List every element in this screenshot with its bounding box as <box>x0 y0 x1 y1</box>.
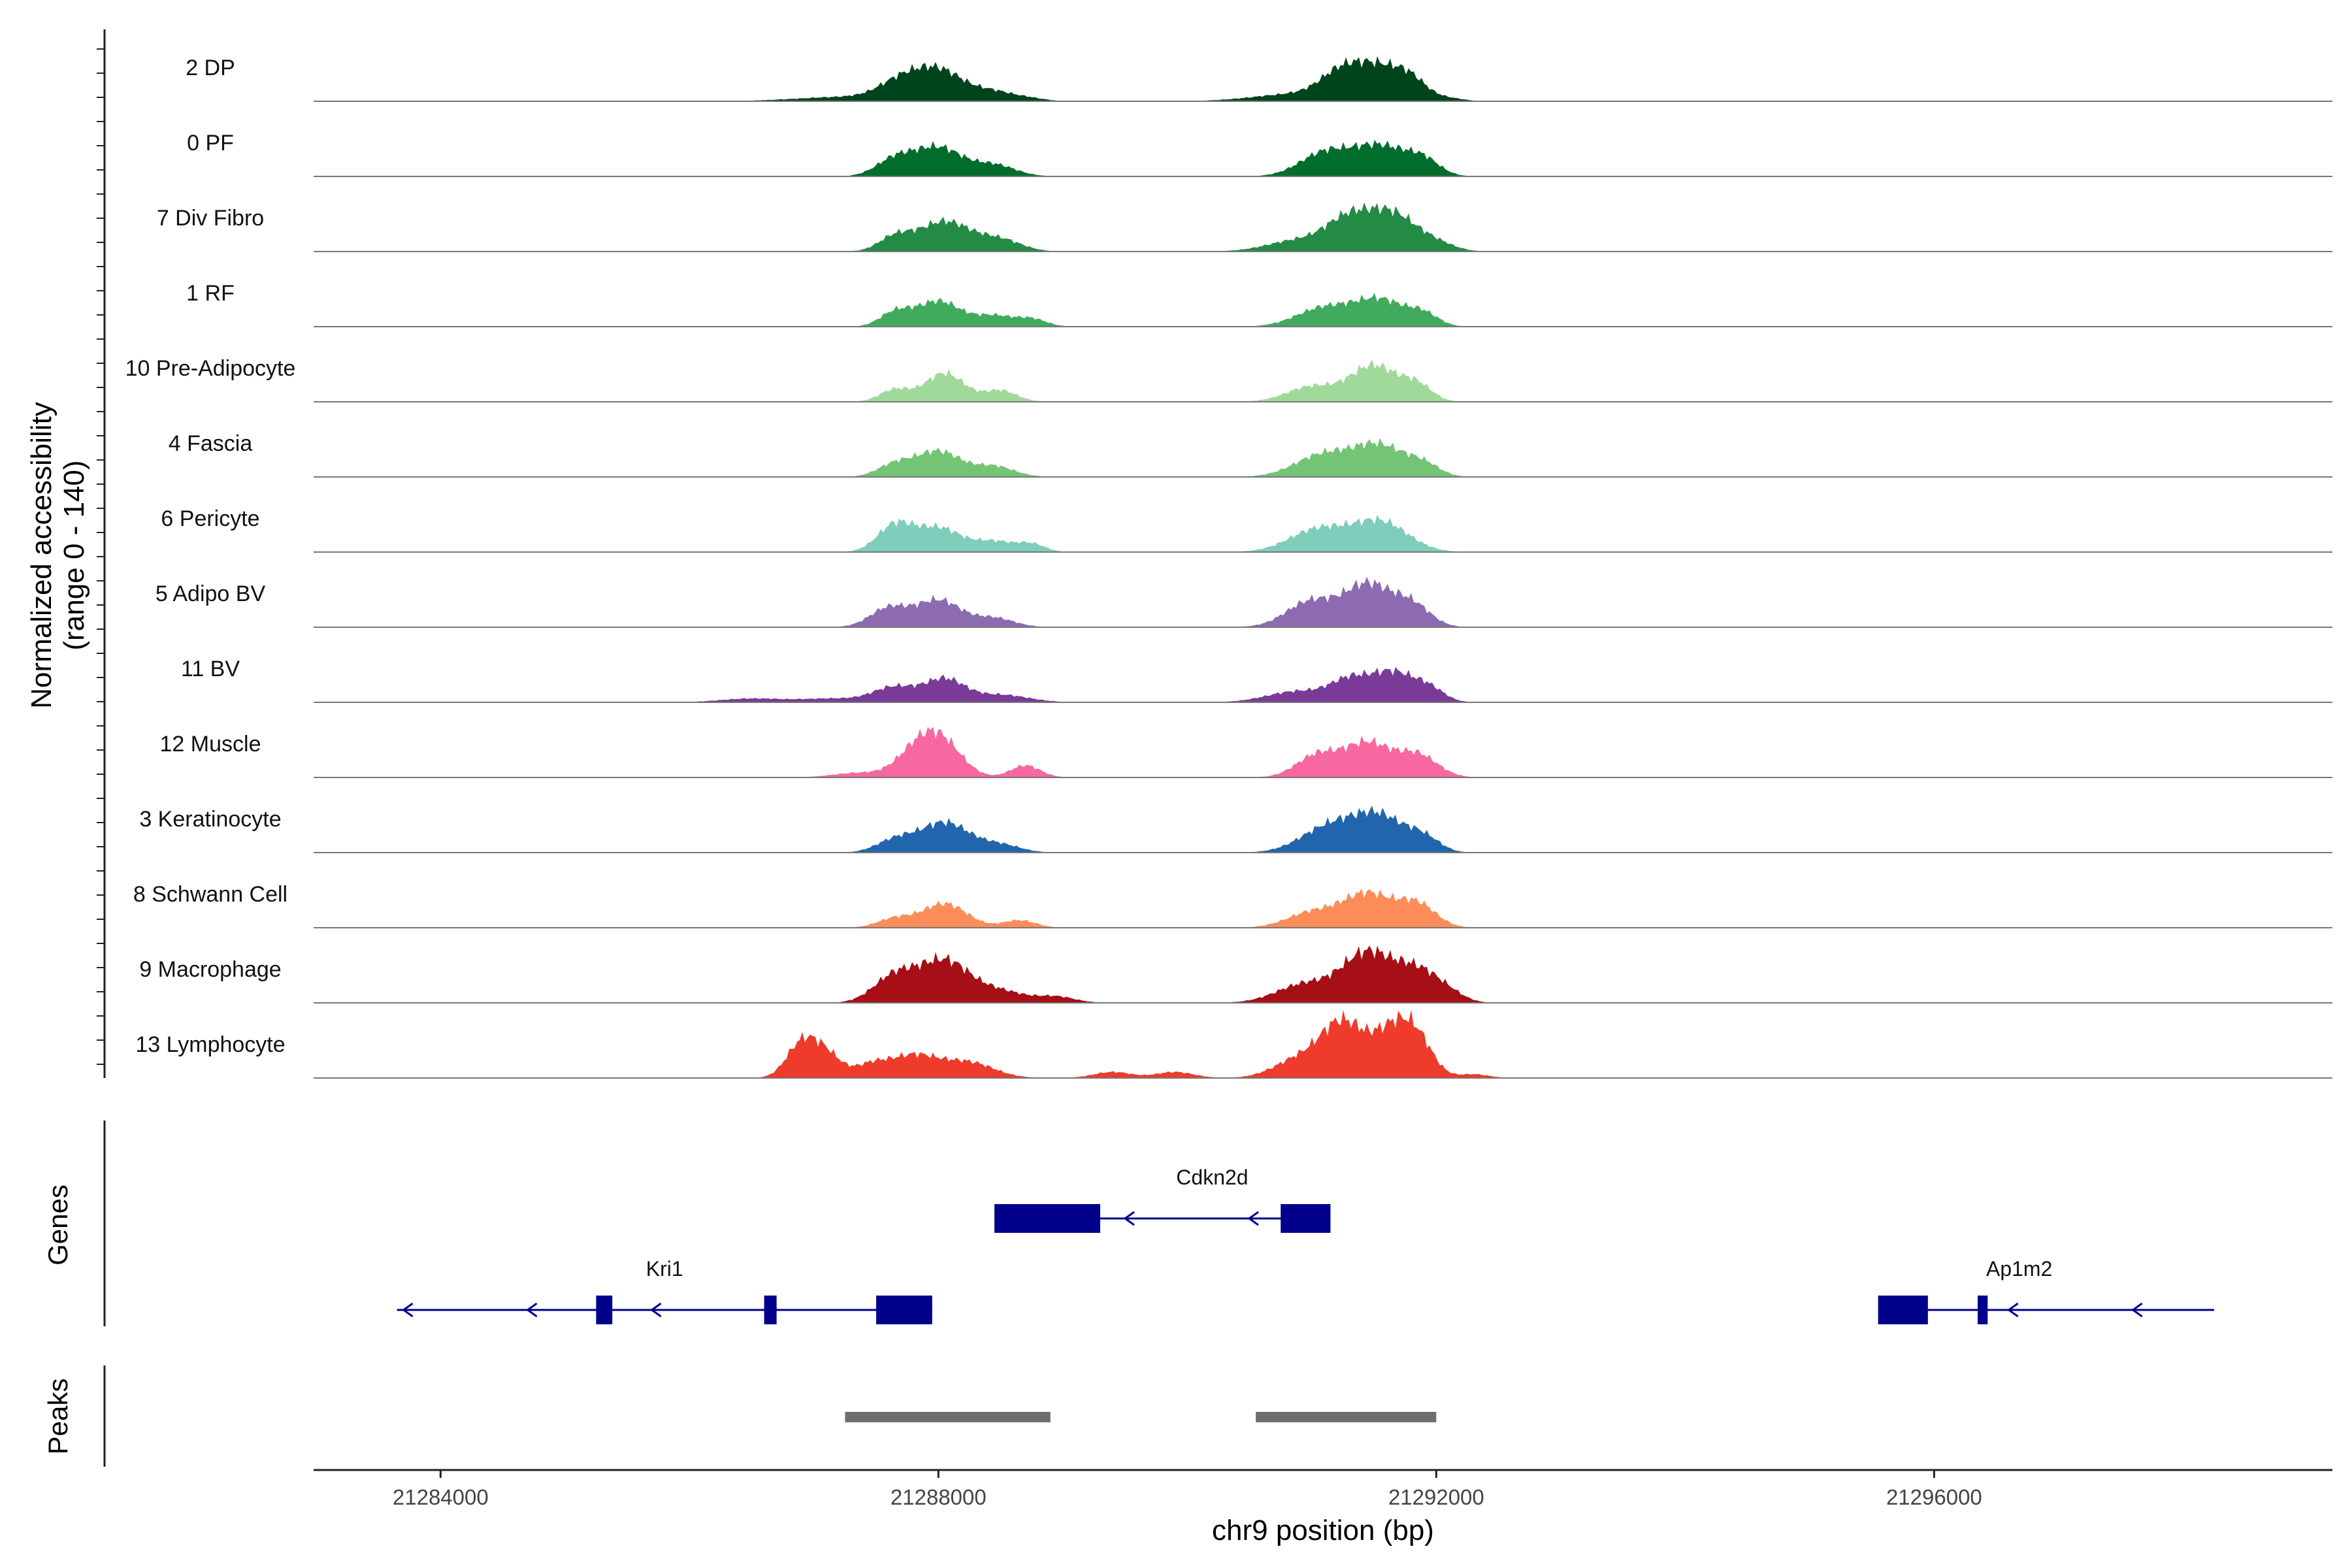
track-label: 12 Muscle <box>160 732 261 757</box>
coverage-track: 0 PF <box>187 131 2332 177</box>
coverage-track: 13 Lymphocyte <box>135 1009 2332 1079</box>
coverage-track: 9 Macrophage <box>139 945 2332 1004</box>
coverage-area <box>314 727 2332 777</box>
coverage-area <box>314 945 2332 1003</box>
y-axis-ticks <box>97 48 105 1065</box>
coverage-area <box>314 293 2332 327</box>
coverage-track: 7 Div Fibro <box>157 202 2332 252</box>
track-label: 5 Adipo BV <box>155 581 266 606</box>
coverage-track: 5 Adipo BV <box>155 576 2332 628</box>
x-tick-label: 21296000 <box>1886 1485 1982 1509</box>
coverage-track: 3 Keratinocyte <box>139 806 2332 853</box>
x-axis-title: chr9 position (bp) <box>1212 1514 1434 1546</box>
x-axis: 21284000 21288000 21292000 21296000 chr9 po… <box>314 1469 2332 1546</box>
coverage-area <box>314 576 2332 627</box>
track-label: 3 Keratinocyte <box>139 807 281 832</box>
y-axis-title-line1: Normalized accessibility <box>25 402 57 708</box>
coverage-area <box>314 1009 2332 1078</box>
strand-arrow <box>2007 1302 2019 1318</box>
gene-exon <box>764 1296 777 1324</box>
track-label: 8 Schwann Cell <box>133 882 287 907</box>
track-label: 2 DP <box>186 56 235 80</box>
coverage-track: 6 Pericyte <box>161 506 2332 553</box>
track-label: 9 Macrophage <box>139 957 281 982</box>
strand-arrow <box>2131 1302 2143 1318</box>
gene-model: Kri1 <box>397 1257 932 1324</box>
coverage-area <box>314 202 2332 252</box>
gene-exon <box>1978 1296 1988 1324</box>
coverage-track: 1 RF <box>186 281 2332 327</box>
gene-exon <box>1281 1204 1331 1233</box>
peaks-panel-title: Peaks <box>42 1379 73 1455</box>
x-tick-label: 21284000 <box>393 1485 489 1509</box>
track-label: 10 Pre-Adipocyte <box>125 356 296 381</box>
strand-arrow <box>650 1302 662 1318</box>
peak-region <box>1256 1412 1437 1422</box>
track-label: 13 Lymphocyte <box>135 1032 285 1057</box>
coverage-track: 11 BV <box>181 657 2332 703</box>
genes-panel: Genes Cdkn2d Kri1 Ap1m2 <box>42 1120 2215 1326</box>
coverage-track: 12 Muscle <box>160 727 2332 778</box>
coverage-area <box>314 140 2332 176</box>
x-tick-label: 21292000 <box>1388 1485 1484 1509</box>
coverage-area <box>314 515 2332 552</box>
strand-arrow <box>402 1302 414 1318</box>
y-axis-title: Normalized accessibility (range 0 - 140) <box>25 402 90 708</box>
coverage-area <box>314 56 2332 101</box>
track-label: 7 Div Fibro <box>157 206 264 231</box>
coverage-area <box>314 359 2332 402</box>
x-tick-label: 21288000 <box>890 1485 987 1509</box>
genes-panel-title: Genes <box>42 1184 73 1266</box>
strand-arrow <box>526 1302 538 1318</box>
coverage-track: 4 Fascia <box>169 431 2332 478</box>
peak-region <box>845 1412 1051 1422</box>
gene-exon <box>596 1296 613 1324</box>
coverage-tracks: 2 DP 0 PF 7 Div Fibro 1 RF 10 Pre-Adipocyte 4… <box>125 56 2332 1079</box>
track-label: 0 PF <box>187 131 234 155</box>
track-label: 11 BV <box>181 657 240 681</box>
track-label: 1 RF <box>186 281 235 306</box>
track-label: 6 Pericyte <box>161 506 259 531</box>
gene-label: Cdkn2d <box>1176 1166 1248 1189</box>
y-axis-title-line2: (range 0 - 140) <box>58 460 90 650</box>
coverage-area <box>314 889 2332 928</box>
coverage-track: 8 Schwann Cell <box>133 882 2332 928</box>
peaks-panel: Peaks <box>42 1365 1437 1467</box>
gene-exon <box>994 1204 1100 1233</box>
coverage-area <box>314 806 2332 853</box>
strand-arrow <box>1123 1211 1135 1226</box>
track-label: 4 Fascia <box>169 431 253 456</box>
gene-label: Ap1m2 <box>1986 1257 2052 1281</box>
coverage-track: 10 Pre-Adipocyte <box>125 356 2332 402</box>
gene-label: Kri1 <box>646 1257 683 1281</box>
gene-model: Cdkn2d <box>994 1166 1331 1233</box>
strand-arrow <box>1247 1211 1259 1226</box>
gene-exon <box>876 1296 932 1324</box>
coverage-area <box>314 666 2332 702</box>
gene-exon <box>1878 1296 1928 1324</box>
coverage-track: 2 DP <box>186 56 2332 102</box>
coverage-area <box>314 438 2332 477</box>
gene-model: Ap1m2 <box>1878 1257 2215 1324</box>
